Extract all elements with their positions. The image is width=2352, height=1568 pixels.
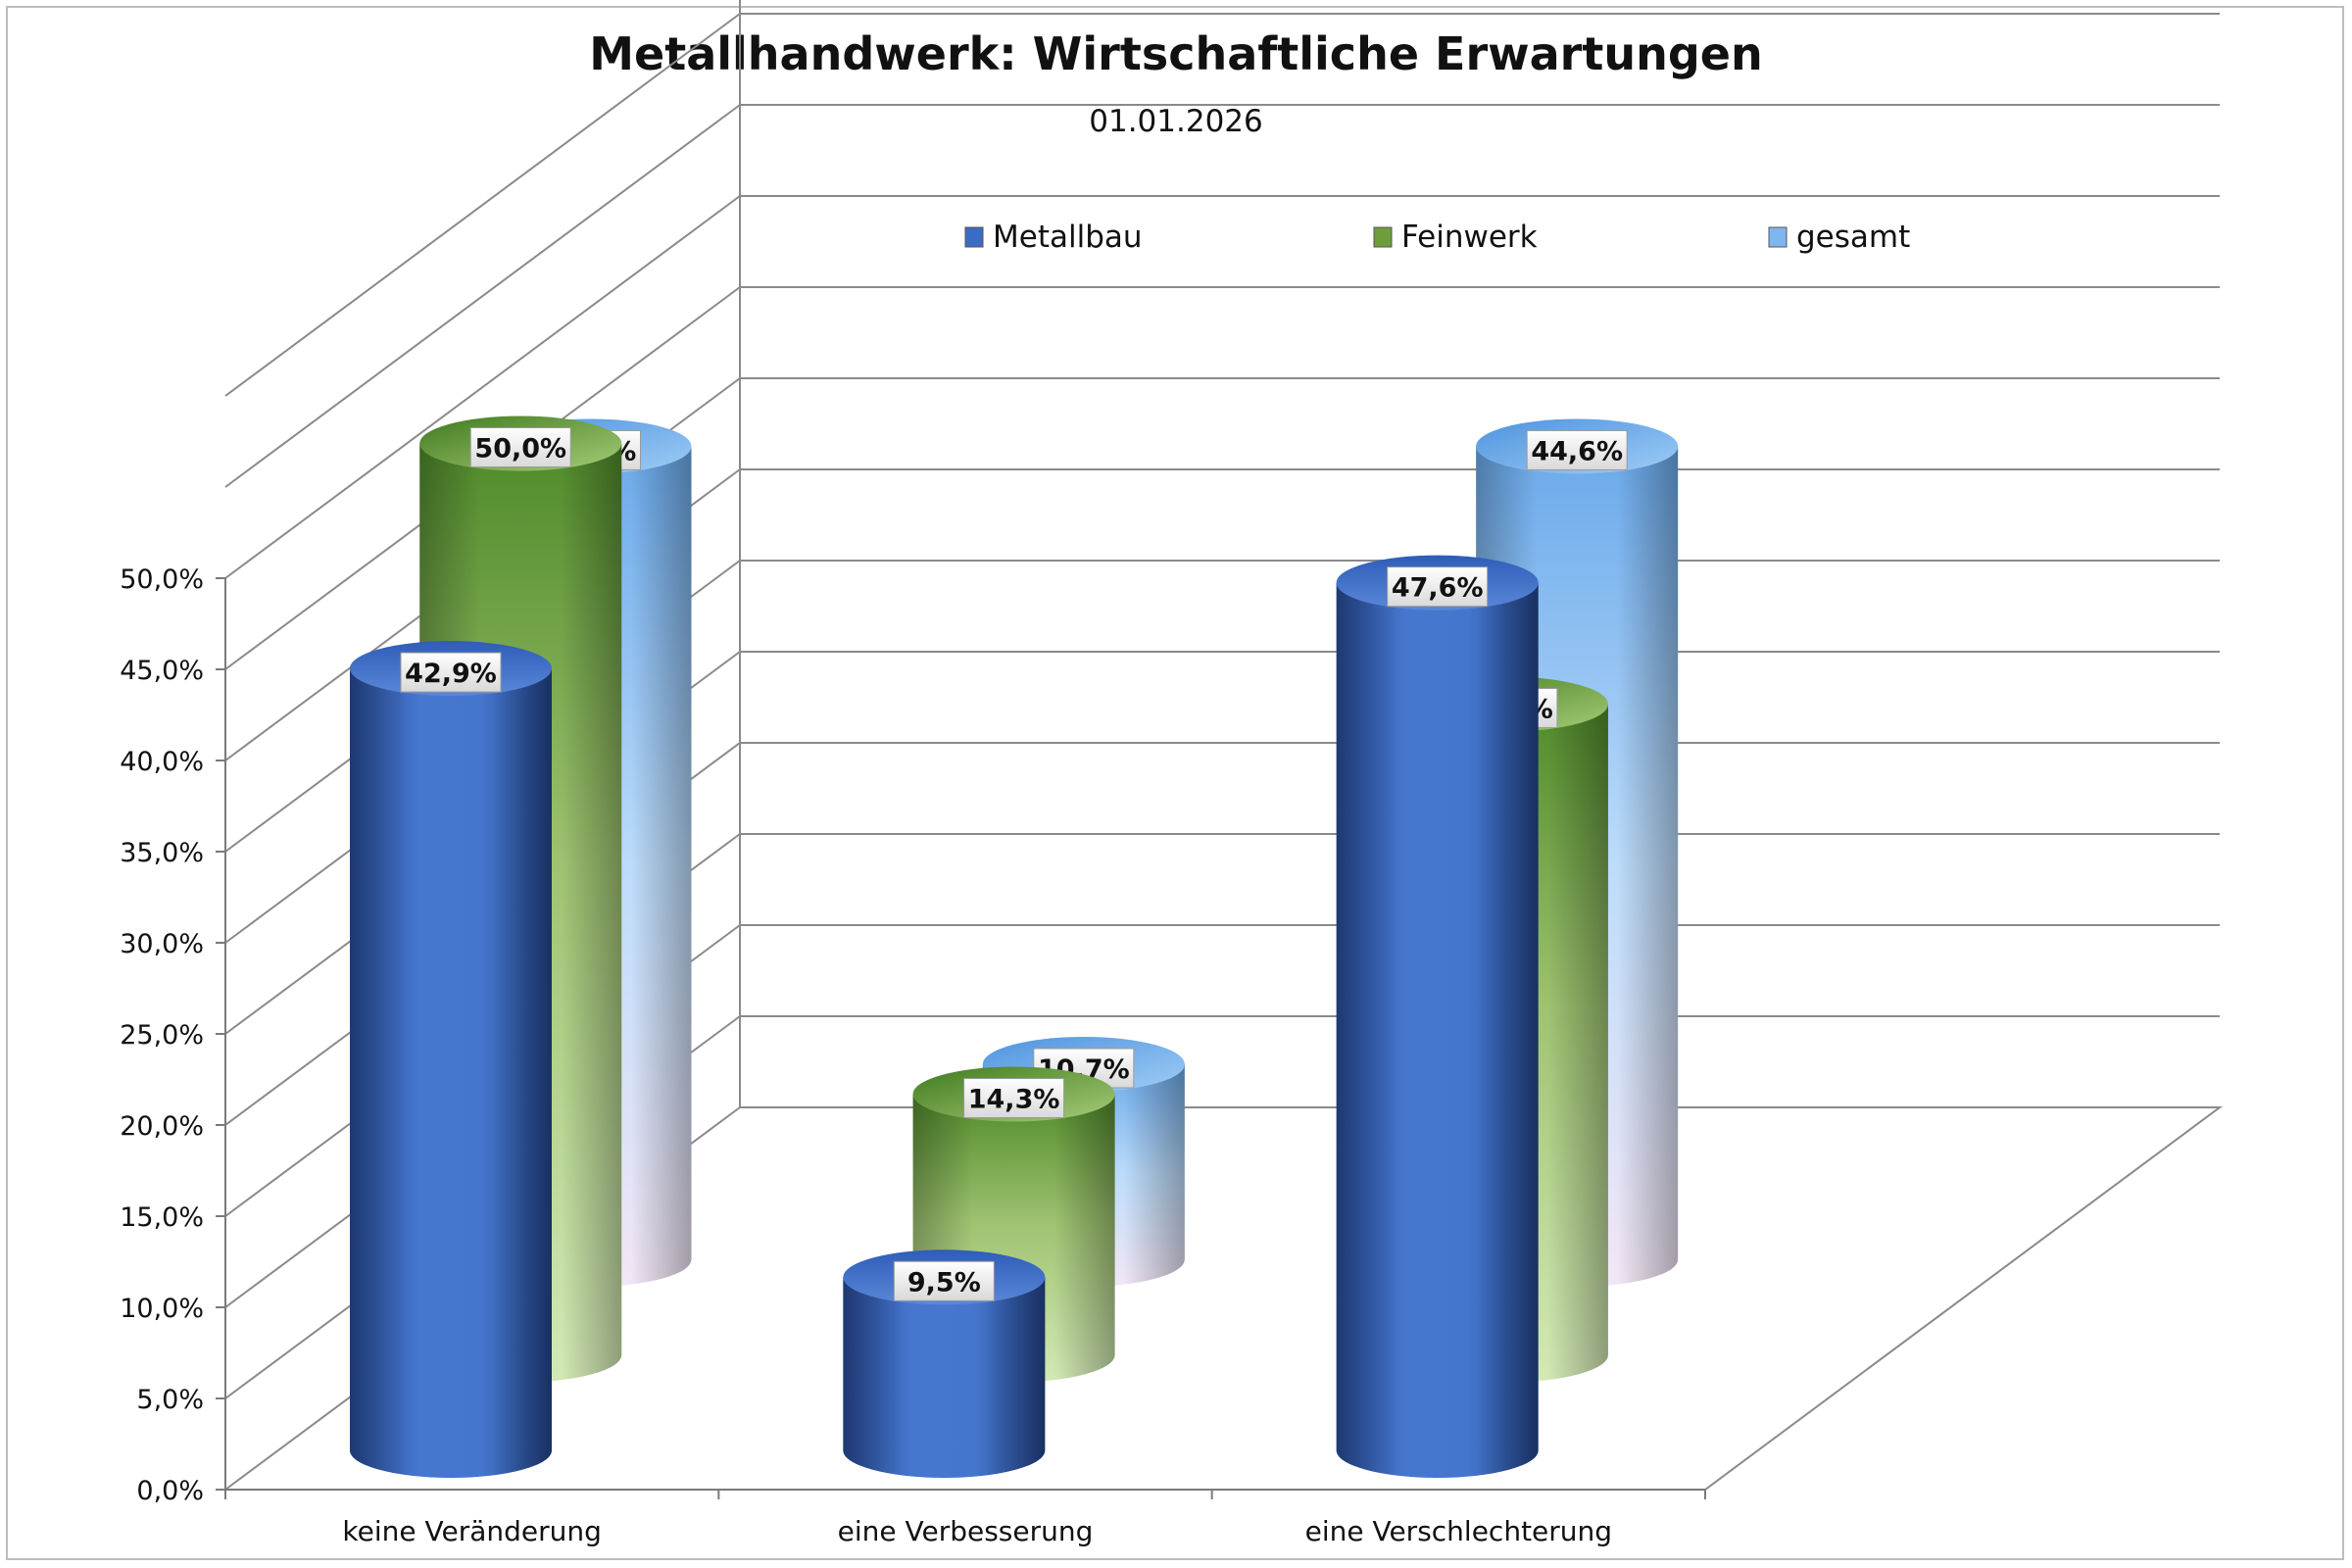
data-label-box <box>893 1260 995 1301</box>
data-label: 9,5% <box>907 1267 981 1298</box>
legend-label: gesamt <box>1796 220 1910 255</box>
chart-title: Metallhandwerk: Wirtschaftliche Erwartun… <box>589 27 1763 80</box>
data-label-box <box>1526 429 1628 470</box>
y-tick-label: 25,0% <box>120 1020 204 1051</box>
y-tick-label: 0,0% <box>136 1476 204 1506</box>
data-label: 50,0% <box>474 434 566 465</box>
side-wall-gridline <box>224 13 741 397</box>
data-label-box <box>963 1078 1065 1119</box>
bar-metallbau-1: 9,5% <box>843 1250 1046 1478</box>
data-label: 47,6% <box>1392 573 1484 604</box>
chart-subtitle: 01.01.2026 <box>1089 104 1263 139</box>
legend-label: Metallbau <box>993 220 1143 255</box>
bar-shading <box>843 1277 1046 1478</box>
legend-label: Feinwerk <box>1401 220 1538 255</box>
data-label-box <box>469 427 571 467</box>
y-tick-label: 10,0% <box>120 1294 204 1324</box>
bar-shading <box>350 668 552 1478</box>
y-tick-label: 35,0% <box>120 838 204 868</box>
legend-swatch <box>1373 226 1393 248</box>
legend-swatch <box>964 226 984 248</box>
data-label: 42,9% <box>405 659 497 689</box>
bar-shading <box>1336 582 1539 1478</box>
data-label: 44,6% <box>1531 436 1623 466</box>
y-tick-label: 20,0% <box>120 1111 204 1142</box>
legend-swatch <box>1768 226 1788 248</box>
bar-metallbau-2: 47,6% <box>1336 555 1539 1478</box>
x-category-label: keine Veränderung <box>342 1515 602 1547</box>
x-category-label: eine Verbesserung <box>838 1515 1094 1547</box>
side-wall-gridline <box>224 195 741 579</box>
data-label-box <box>1387 566 1489 608</box>
bar-metallbau-0: 42,9% <box>350 641 552 1478</box>
y-tick-label: 5,0% <box>136 1385 204 1415</box>
y-tick-label: 30,0% <box>120 929 204 959</box>
y-tick-label: 45,0% <box>120 656 204 686</box>
x-category-label: eine Verschlechterung <box>1305 1515 1612 1547</box>
y-tick-label: 15,0% <box>120 1202 204 1233</box>
side-wall-gridline <box>224 104 741 488</box>
y-tick-label: 40,0% <box>120 747 204 777</box>
data-label-box <box>400 652 502 693</box>
y-tick-label: 50,0% <box>120 564 204 595</box>
data-label: 14,3% <box>968 1085 1060 1115</box>
